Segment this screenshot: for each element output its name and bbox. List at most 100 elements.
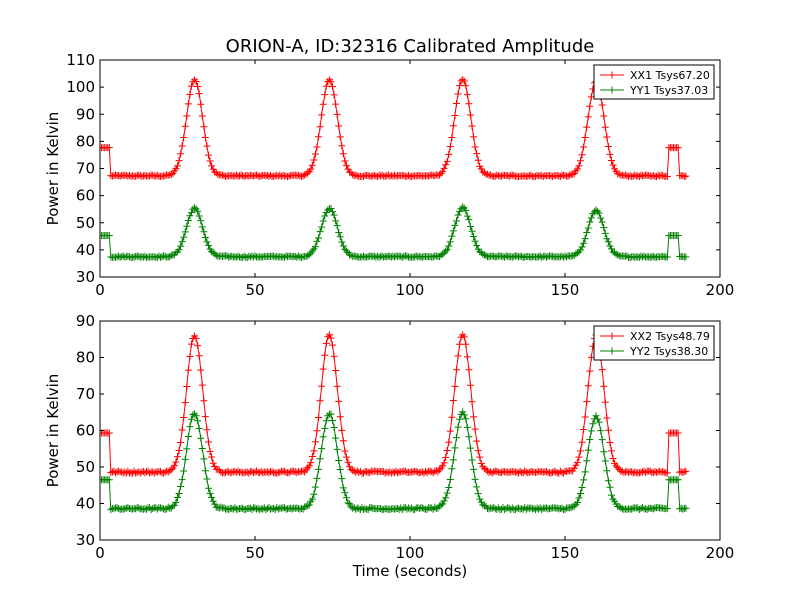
data-point [172,498,180,506]
data-point [453,99,460,107]
data-point [310,156,318,164]
data-point [208,453,216,461]
data-point [347,251,355,259]
data-point [330,91,338,99]
data-point [141,252,149,260]
data-point [583,398,591,406]
data-point [573,165,581,173]
data-point [578,438,586,446]
data-point [428,468,436,476]
data-point [329,83,336,91]
y-tick-label: 90 [76,105,95,123]
data-point [197,366,205,374]
y-tick-label: 110 [66,51,95,69]
data-point [132,172,140,180]
data-point [459,203,467,211]
data-point [443,157,451,165]
data-point [339,437,347,445]
data-point [153,171,161,179]
data-point [479,501,487,509]
data-point [598,101,606,109]
data-point [437,251,445,259]
data-point [270,504,278,512]
data-point [194,83,202,91]
data-point [220,504,228,512]
data-point [586,102,594,110]
data-point [253,467,261,475]
data-point [333,445,341,453]
data-point [116,172,124,180]
data-point [431,467,439,475]
data-point [573,249,581,257]
data-point [105,231,113,239]
data-point [180,233,188,241]
y-tick-label: 50 [76,214,95,232]
data-point [209,497,217,505]
data-point [511,505,519,513]
data-point [674,231,682,239]
data-point [174,494,181,502]
data-point [321,212,329,220]
data-point [200,228,208,236]
data-point [577,447,584,455]
data-point [315,414,323,422]
data-point [439,250,447,258]
data-point [197,100,205,108]
data-point [186,212,194,220]
data-point [305,251,313,259]
data-point [449,122,457,130]
data-point [294,252,302,260]
data-point [570,502,578,510]
data-point [192,77,200,85]
x-tick-label: 100 [396,281,425,299]
data-point [318,223,326,231]
data-point [440,459,448,467]
data-point [465,433,473,441]
x-axis-label: Time (seconds) [352,562,468,580]
data-point [581,468,589,476]
data-point [339,242,347,250]
data-point [311,483,319,491]
data-point [435,466,443,474]
data-point [115,467,123,475]
data-point [201,233,209,241]
data-point [156,253,164,261]
data-point [604,143,612,151]
data-point [144,467,152,475]
data-point [175,490,183,498]
data-point [335,456,343,464]
data-point [462,340,470,348]
data-point [301,503,309,511]
data-point [184,366,192,374]
data-point [178,476,186,484]
data-point [439,462,447,470]
data-point [601,123,609,131]
y-tick-label: 70 [76,160,95,178]
legend: XX1 Tsys67.20 YY1 Tsys37.03 [593,64,715,100]
data-point [453,434,460,442]
data-point [443,246,451,254]
data-point [121,468,129,476]
data-point [175,157,183,165]
data-point [453,217,460,225]
data-point [549,172,557,180]
data-point [462,207,470,215]
data-point [341,157,349,165]
data-point [308,161,316,169]
data-point [586,367,594,375]
data-point [508,253,516,261]
data-point [606,242,614,250]
data-point [578,243,586,251]
data-point [493,467,501,475]
data-point [451,112,459,120]
data-point [412,467,420,475]
data-point [378,171,386,179]
x-tick-label: 50 [245,281,264,299]
data-point [451,444,459,452]
data-point [205,151,212,159]
data-point [522,505,530,513]
data-point [463,423,471,431]
data-point [321,351,329,359]
data-point [435,171,443,179]
data-point [318,382,326,390]
